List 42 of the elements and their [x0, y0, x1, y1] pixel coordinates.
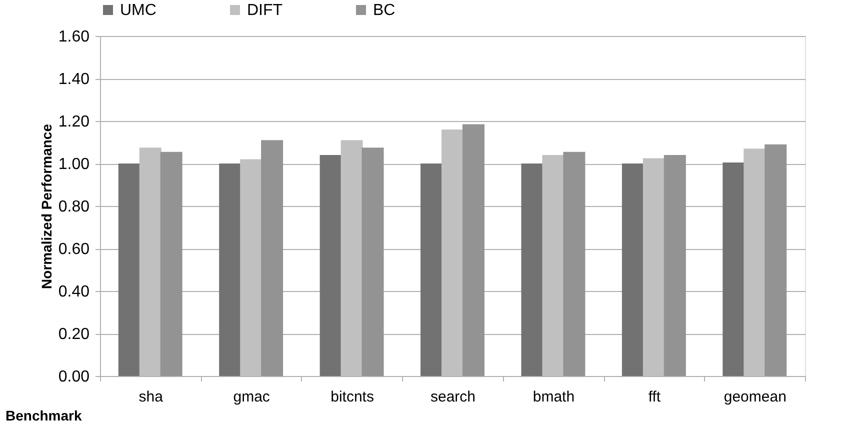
bar — [563, 152, 586, 376]
x-tick-label: geomean — [724, 388, 786, 406]
x-axis-title: Benchmark — [6, 408, 82, 424]
legend-label: BC — [373, 2, 396, 19]
y-axis-title: Normalized Performance — [38, 124, 54, 289]
x-tick-label: gmac — [233, 388, 270, 406]
bar — [744, 148, 766, 376]
bar — [160, 152, 182, 376]
y-tick-label: 0.00 — [58, 368, 90, 386]
y-tick-label: 1.40 — [58, 71, 90, 88]
y-tick-label: 0.20 — [58, 326, 90, 343]
bar — [622, 164, 644, 376]
x-tick-label: sha — [138, 388, 164, 406]
bar — [139, 148, 162, 376]
bar — [521, 164, 544, 376]
x-tick-label: bmath — [532, 388, 575, 406]
bar — [642, 158, 665, 376]
bar — [722, 162, 745, 376]
bar — [420, 164, 443, 376]
bar — [118, 164, 140, 376]
y-tick-label: 1.60 — [58, 28, 90, 46]
legend-label: UMC — [120, 2, 156, 19]
y-tick-label: 0.60 — [58, 241, 90, 258]
bar — [219, 164, 242, 376]
bar — [764, 144, 787, 376]
bar — [664, 155, 686, 376]
bar — [462, 124, 484, 376]
bar — [362, 148, 384, 376]
bar — [320, 155, 342, 376]
bar — [442, 130, 464, 376]
y-tick-label: 0.80 — [58, 198, 90, 216]
x-tick-label: bitcnts — [330, 388, 374, 406]
legend-label: DIFT — [247, 2, 283, 19]
bar — [340, 140, 363, 376]
y-tick-label: 1.00 — [58, 156, 90, 173]
bar — [240, 159, 262, 376]
bar — [261, 140, 284, 376]
y-tick-label: 0.40 — [58, 284, 90, 300]
x-tick-label: fft — [648, 388, 662, 406]
bar — [542, 155, 564, 376]
x-tick-label: search — [430, 388, 476, 406]
y-tick-label: 1.20 — [58, 114, 90, 130]
